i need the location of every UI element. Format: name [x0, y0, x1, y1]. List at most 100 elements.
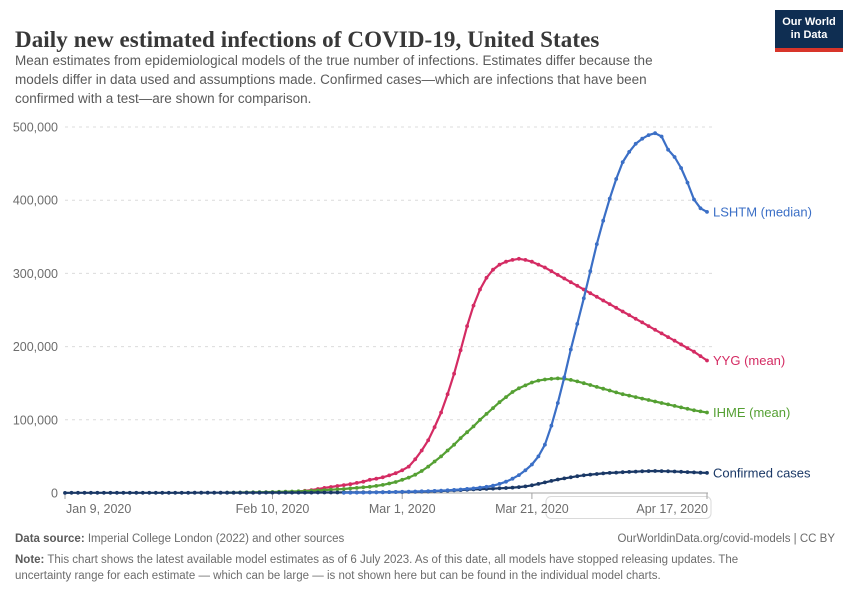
data-point — [393, 480, 398, 484]
data-point — [692, 408, 696, 413]
data-point — [588, 472, 593, 477]
data-point — [633, 316, 638, 321]
data-point — [588, 269, 593, 274]
y-tick-label: 0 — [51, 487, 58, 501]
owid-logo-stripe — [775, 48, 843, 52]
series-end-label: Confirmed cases — [713, 465, 811, 480]
data-point — [536, 262, 541, 267]
data-point — [666, 147, 670, 152]
data-point — [581, 473, 586, 478]
data-point — [102, 490, 106, 495]
y-tick-label: 200,000 — [13, 340, 58, 354]
data-point — [192, 490, 197, 495]
data-point — [471, 424, 476, 429]
data-point — [679, 342, 683, 347]
data-point — [646, 324, 651, 328]
data-point — [212, 490, 217, 495]
data-point — [400, 489, 405, 494]
note-line: uncertainty range for each estimate — wh… — [15, 570, 661, 582]
data-point — [432, 425, 437, 429]
data-point — [653, 469, 657, 473]
owid-link[interactable]: OurWorldinData.org/covid-models | CC BY — [617, 533, 835, 545]
data-point — [329, 485, 333, 489]
data-point — [445, 392, 450, 397]
data-point — [627, 150, 632, 154]
data-point — [452, 488, 456, 492]
data-point — [465, 430, 469, 435]
data-point — [536, 454, 541, 459]
data-point — [672, 155, 677, 159]
data-point — [439, 410, 443, 415]
data-point — [309, 490, 314, 495]
data-point — [484, 484, 489, 489]
data-point — [614, 177, 619, 181]
data-point — [646, 469, 651, 473]
subtitle-line: models differ in data used and assumptio… — [15, 72, 647, 87]
data-point — [620, 309, 625, 314]
data-point — [367, 490, 372, 495]
series-end-label: IHME (mean) — [713, 405, 790, 420]
data-point — [504, 395, 508, 399]
data-point — [543, 377, 547, 382]
data-point — [335, 490, 340, 495]
data-point — [705, 410, 709, 415]
data-point — [329, 490, 333, 495]
data-point — [698, 409, 703, 414]
data-point — [108, 490, 113, 495]
data-point — [698, 470, 703, 475]
data-point — [348, 486, 353, 491]
data-point — [257, 490, 262, 495]
data-point — [646, 398, 651, 402]
data-point — [491, 486, 495, 491]
data-point — [329, 487, 333, 492]
data-point — [380, 475, 385, 480]
data-point — [510, 258, 515, 262]
data-point — [659, 134, 664, 139]
data-point — [341, 490, 346, 495]
data-point — [549, 269, 554, 274]
x-tick-label: Apr 17, 2020 — [636, 502, 708, 516]
data-point — [685, 180, 690, 185]
data-point — [419, 469, 424, 473]
owid-logo: Our World in Data — [775, 10, 843, 52]
data-point — [484, 412, 489, 416]
data-point — [484, 275, 489, 280]
data-point — [335, 487, 340, 492]
data-source-label: Data source: — [15, 533, 85, 545]
data-point — [666, 469, 670, 474]
data-point — [510, 485, 515, 490]
data-point — [614, 390, 619, 395]
data-point — [523, 484, 528, 489]
data-point — [497, 486, 502, 491]
data-point — [465, 487, 469, 491]
data-point — [627, 470, 632, 474]
data-point — [439, 488, 443, 493]
data-point — [361, 485, 366, 490]
data-point — [555, 273, 560, 277]
data-point — [121, 490, 126, 495]
data-point — [238, 490, 243, 495]
data-point — [562, 476, 567, 481]
data-point — [504, 479, 508, 484]
data-point — [497, 482, 502, 486]
data-point — [478, 485, 482, 490]
data-point — [504, 259, 508, 264]
data-point — [316, 490, 320, 495]
data-point — [607, 196, 612, 201]
data-point — [361, 479, 366, 484]
data-point — [458, 436, 463, 440]
data-point — [575, 322, 580, 326]
data-point — [633, 141, 638, 146]
data-point — [491, 267, 495, 272]
data-point — [698, 206, 703, 211]
data-point — [127, 490, 132, 495]
data-point — [432, 489, 437, 493]
data-point — [160, 490, 165, 495]
data-point — [659, 401, 664, 405]
y-tick-label: 100,000 — [13, 413, 58, 427]
data-point — [361, 490, 366, 495]
x-tick-label: Mar 1, 2020 — [369, 502, 436, 516]
data-point — [672, 469, 677, 474]
data-point — [393, 490, 398, 494]
data-point — [555, 477, 560, 482]
